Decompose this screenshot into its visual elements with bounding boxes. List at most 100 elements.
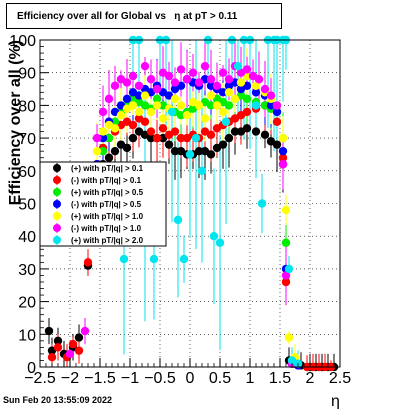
- data-point: [74, 333, 84, 342]
- legend-entry-label: (+) with pT/|q| > 2.0: [71, 236, 144, 245]
- data-point: [191, 133, 201, 143]
- data-point: [206, 91, 216, 100]
- data-point: [134, 107, 144, 117]
- data-point: [272, 117, 282, 126]
- data-point: [212, 101, 222, 110]
- data-point: [278, 160, 288, 169]
- x-tick-label: −0.5: [144, 370, 176, 387]
- data-point: [164, 140, 174, 149]
- data-point: [272, 140, 282, 149]
- data-point: [149, 254, 159, 264]
- data-point: [188, 68, 198, 77]
- data-point: [242, 107, 252, 117]
- data-point: [230, 94, 240, 104]
- data-point: [164, 71, 174, 81]
- data-point: [92, 133, 102, 143]
- data-point: [182, 75, 192, 84]
- data-point: [146, 133, 156, 143]
- data-point: [170, 146, 180, 156]
- data-point: [74, 346, 84, 355]
- data-point: [98, 127, 108, 136]
- data-point: [185, 150, 195, 159]
- data-point: [206, 130, 216, 140]
- legend-marker: [53, 212, 61, 220]
- data-point: [281, 238, 291, 247]
- x-tick-label: 0: [186, 370, 195, 387]
- legend: (+) with pT/|q| > 0.1 (-) with pT/|q| > 0…: [39, 161, 167, 247]
- data-point: [221, 117, 231, 126]
- y-tick-label: 70: [18, 131, 36, 148]
- data-point: [104, 133, 114, 143]
- data-point: [116, 111, 126, 120]
- data-point: [128, 120, 138, 130]
- x-tick-label: 2: [306, 370, 315, 387]
- data-point: [218, 68, 228, 77]
- data-point: [212, 81, 222, 90]
- data-point: [128, 71, 138, 81]
- x-tick-label: 1: [246, 370, 255, 387]
- data-point: [176, 101, 186, 110]
- data-point: [122, 143, 132, 153]
- data-point: [272, 101, 282, 110]
- data-point: [266, 101, 276, 110]
- y-tick-label: 80: [18, 98, 36, 115]
- data-point: [158, 124, 168, 133]
- data-point: [281, 205, 291, 215]
- data-point: [170, 78, 180, 87]
- x-tick-label: −2.5: [24, 370, 56, 387]
- y-tick-label: 0: [27, 360, 36, 377]
- axis-tick-layer: [39, 39, 341, 368]
- legend-marker: [53, 200, 61, 208]
- data-point: [152, 133, 162, 143]
- data-point: [98, 107, 108, 117]
- x-tick-label: 1.5: [269, 370, 291, 387]
- data-point: [53, 343, 63, 352]
- legend-marker: [53, 224, 61, 232]
- y-tick-label: 90: [18, 66, 36, 83]
- data-point: [152, 101, 162, 110]
- data-point: [218, 107, 228, 117]
- data-point: [251, 101, 261, 110]
- legend-marker: [53, 176, 61, 184]
- data-point: [104, 153, 114, 162]
- data-point: [53, 336, 63, 346]
- data-point: [281, 277, 291, 287]
- data-point: [215, 238, 225, 247]
- y-tick-label: 100: [9, 33, 36, 50]
- data-point: [224, 133, 234, 143]
- data-point: [260, 84, 270, 94]
- data-point: [128, 101, 138, 110]
- legend-entry-label: (-) with pT/|q| > 1.0: [71, 224, 142, 233]
- data-point: [194, 78, 204, 87]
- x-tick-label: −2: [61, 370, 79, 387]
- data-point: [224, 88, 234, 97]
- data-point: [206, 75, 216, 84]
- legend-entry-label: (+) with pT/|q| > 0.1: [71, 164, 144, 173]
- y-tick-label: 40: [18, 229, 36, 246]
- data-point: [146, 127, 156, 136]
- data-point: [206, 150, 216, 159]
- data-point: [266, 91, 276, 100]
- data-point: [83, 258, 93, 267]
- data-point: [278, 146, 288, 156]
- data-point: [179, 254, 189, 264]
- y-axis-label: Efficiency over all (%): [7, 40, 24, 205]
- data-point: [92, 146, 102, 156]
- data-point: [47, 352, 57, 362]
- y-tick-label: 20: [18, 295, 36, 312]
- data-point: [281, 271, 291, 280]
- chart-title: Efficiency over all for Global vs η at p…: [17, 11, 238, 22]
- data-point: [194, 146, 204, 156]
- y-tick-label: 60: [18, 164, 36, 181]
- data-point: [176, 65, 186, 74]
- x-axis-label: η: [331, 393, 340, 409]
- data-point: [278, 153, 288, 162]
- data-point: [209, 232, 219, 241]
- data-point: [254, 75, 264, 84]
- legend-entry-label: (-) with pT/|q| > 0.1: [71, 176, 142, 185]
- data-point: [152, 94, 162, 104]
- data-point: [194, 101, 204, 110]
- data-point: [272, 107, 282, 117]
- data-point: [167, 107, 177, 117]
